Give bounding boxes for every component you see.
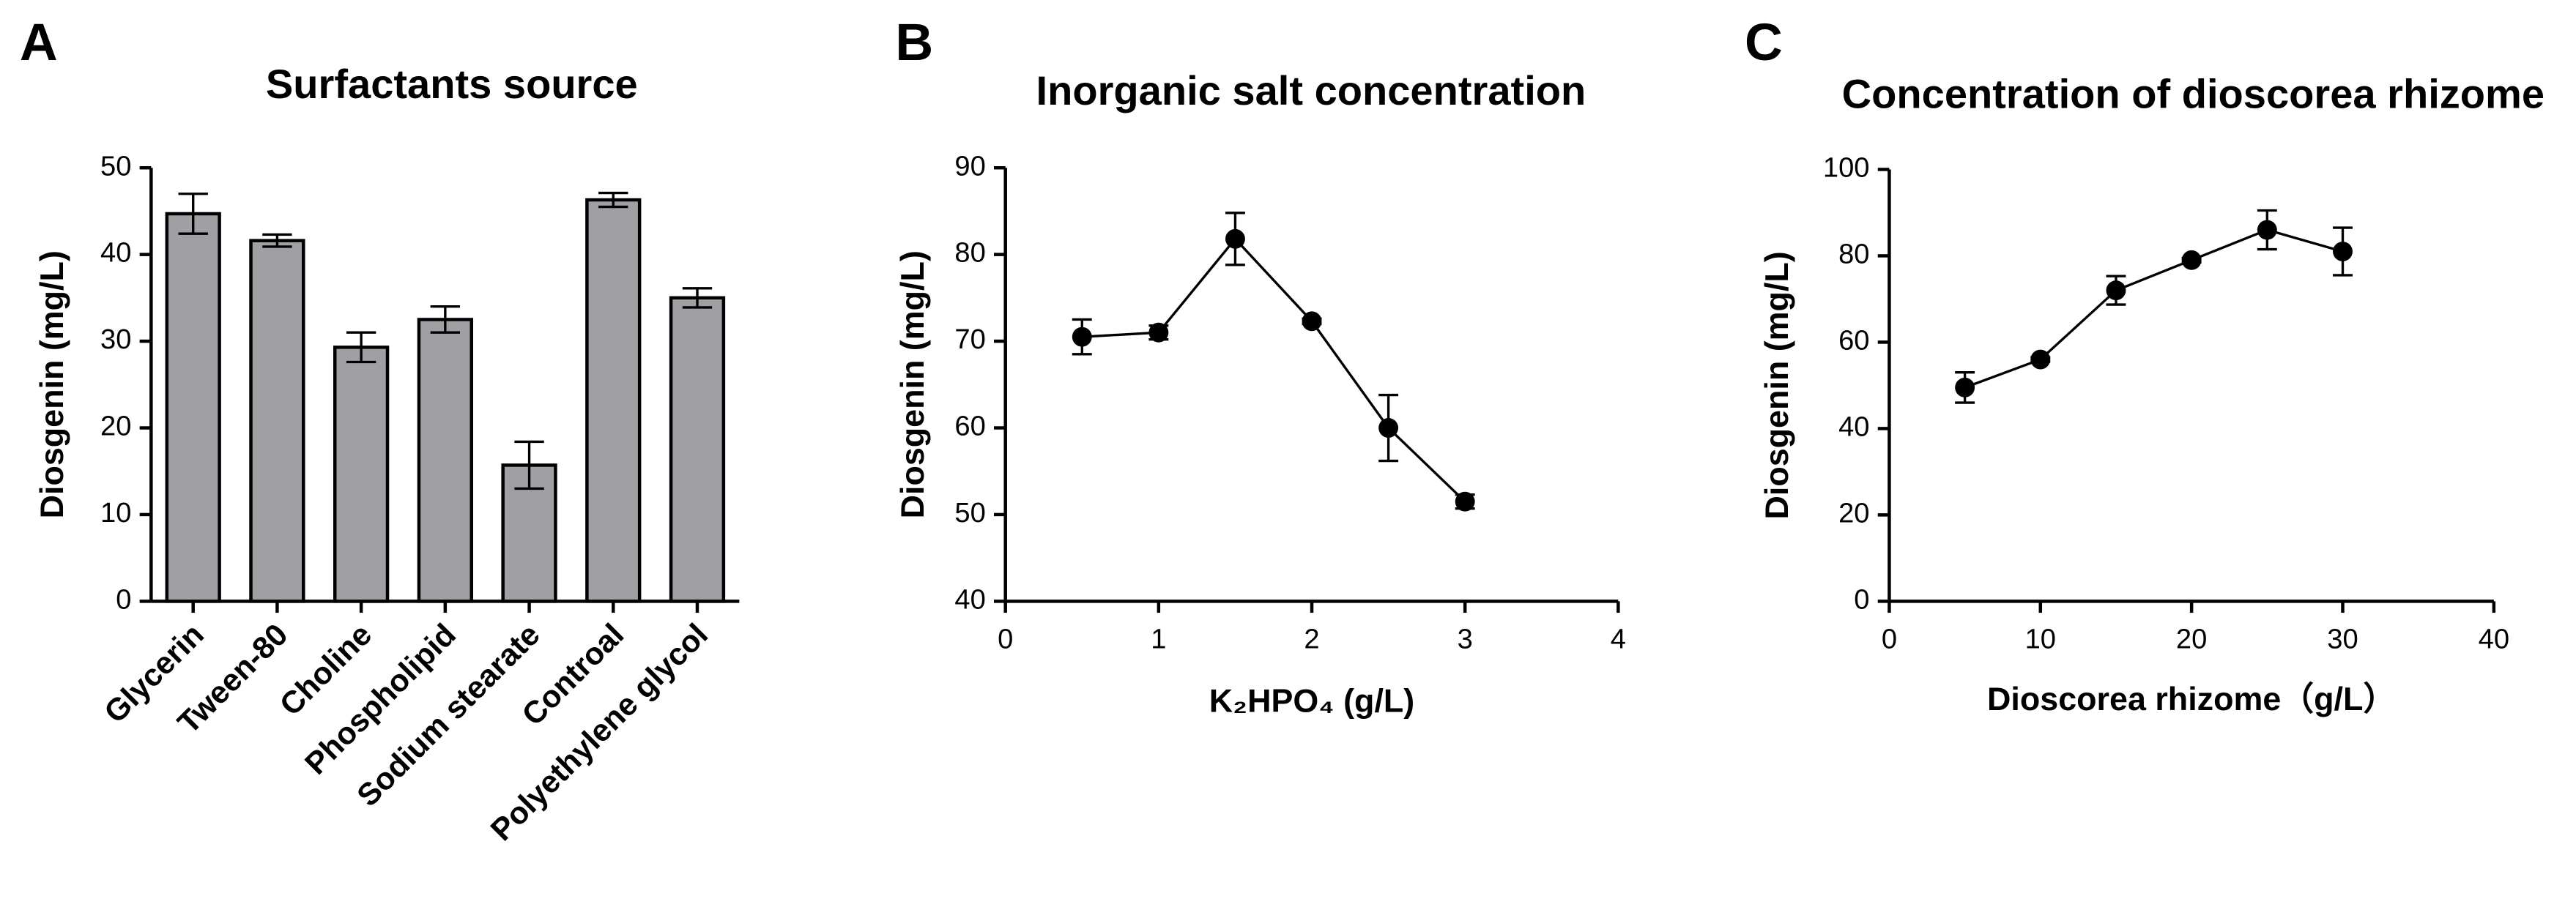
error-bar bbox=[346, 331, 376, 364]
y-tick-label: 50 bbox=[954, 497, 985, 529]
x-tick-label: 10 bbox=[2025, 623, 2056, 654]
bar bbox=[333, 346, 390, 603]
point bbox=[1302, 311, 1322, 332]
bar bbox=[417, 318, 473, 603]
x-tick-label: 20 bbox=[2176, 623, 2207, 654]
panel-letter: B bbox=[895, 13, 933, 72]
y-tick-label: 0 bbox=[1854, 583, 1869, 615]
y-axis-label: Diosgenin (mg/L) bbox=[1758, 251, 1795, 519]
x-tick-label: 30 bbox=[2327, 623, 2358, 654]
y-tick-label: 90 bbox=[954, 150, 985, 182]
y-axis-label: Diosgenin (mg/L) bbox=[33, 250, 70, 518]
point bbox=[1378, 418, 1399, 438]
x-tick-label: 2 bbox=[1304, 623, 1319, 654]
y-axis-label: Diosgenin (mg/L) bbox=[894, 250, 931, 518]
point bbox=[1148, 322, 1169, 343]
bar bbox=[669, 296, 726, 603]
error-bar bbox=[682, 287, 713, 309]
error-bar bbox=[262, 233, 292, 248]
y-tick-label: 10 bbox=[100, 497, 131, 529]
y-tick-label: 50 bbox=[100, 150, 131, 182]
y-tick-label: 70 bbox=[954, 324, 985, 355]
error-bar bbox=[430, 305, 461, 334]
chart-title: Concentration of dioscorea rhizome bbox=[1842, 71, 2545, 117]
error-bar bbox=[514, 440, 544, 490]
y-tick-label: 80 bbox=[1838, 239, 1869, 270]
point bbox=[2030, 349, 2051, 370]
point bbox=[1072, 326, 1092, 347]
line bbox=[1082, 236, 1466, 503]
error-bar bbox=[598, 191, 628, 209]
point bbox=[1955, 377, 1975, 397]
y-tick-label: 100 bbox=[1823, 152, 1870, 184]
y-tick-label: 60 bbox=[954, 411, 985, 442]
bar bbox=[585, 198, 642, 603]
x-tick-label: 1 bbox=[1151, 623, 1166, 654]
point bbox=[2106, 280, 2126, 301]
y-tick-label: 60 bbox=[1838, 325, 1869, 357]
x-axis-label: K₂HPO₄ (g/L) bbox=[1209, 682, 1414, 719]
y-tick-label: 80 bbox=[954, 237, 985, 269]
chart-title: Inorganic salt concentration bbox=[1036, 67, 1586, 113]
y-tick-label: 20 bbox=[1838, 497, 1869, 529]
chart-title: Surfactants source bbox=[266, 61, 638, 107]
panel-letter: A bbox=[20, 13, 58, 72]
y-tick-label: 40 bbox=[954, 583, 985, 615]
x-axis-label: Dioscorea rhizome（g/L） bbox=[1987, 680, 2396, 717]
y-tick-label: 40 bbox=[100, 237, 131, 269]
point bbox=[2333, 242, 2353, 262]
x-tick-label: 4 bbox=[1611, 623, 1626, 654]
bar bbox=[249, 239, 305, 603]
bar bbox=[165, 212, 221, 603]
x-tick-label: 3 bbox=[1458, 623, 1473, 654]
error-bar bbox=[178, 193, 208, 235]
point bbox=[2257, 220, 2277, 240]
x-tick-label: Phospholipid bbox=[298, 617, 463, 782]
x-tick-label: 0 bbox=[998, 623, 1013, 654]
x-tick-label: 0 bbox=[1882, 623, 1897, 654]
y-tick-label: 40 bbox=[1838, 411, 1869, 442]
panel-letter: C bbox=[1745, 13, 1783, 72]
point bbox=[2181, 250, 2202, 270]
y-tick-label: 20 bbox=[100, 411, 131, 442]
y-tick-label: 30 bbox=[100, 324, 131, 355]
point bbox=[1455, 491, 1475, 512]
x-tick-label: 40 bbox=[2479, 623, 2509, 654]
line bbox=[1964, 228, 2343, 389]
point bbox=[1225, 228, 1245, 249]
y-tick-label: 0 bbox=[116, 583, 131, 615]
